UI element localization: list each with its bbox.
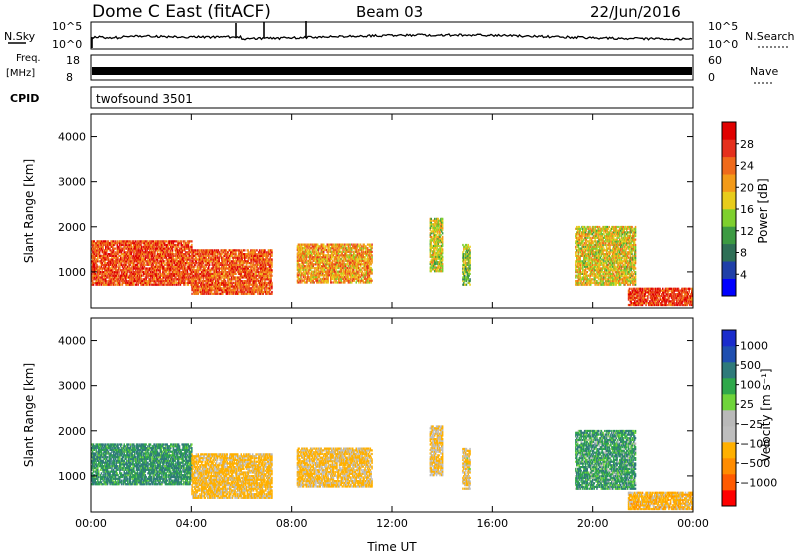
echo-cell bbox=[124, 251, 126, 253]
echo-cell bbox=[248, 249, 250, 251]
echo-cell bbox=[202, 289, 204, 291]
sky-right-top: 10^5 bbox=[708, 20, 738, 33]
freq-right-bottom: 0 bbox=[708, 71, 715, 84]
echo-cell bbox=[254, 249, 256, 251]
echo-cell bbox=[115, 284, 117, 286]
echo-cell bbox=[97, 266, 99, 268]
echo-cell bbox=[154, 251, 156, 253]
freq-left-bottom: 8 bbox=[66, 71, 73, 84]
echo-cell bbox=[141, 275, 143, 277]
echo-cell bbox=[106, 251, 108, 253]
echo-cell bbox=[168, 248, 170, 250]
echo-cell bbox=[212, 249, 214, 251]
echo-cell bbox=[115, 248, 117, 250]
echo-cell bbox=[270, 289, 272, 291]
freq-right-top: 60 bbox=[708, 54, 722, 67]
sky-left-bottom: 10^0 bbox=[52, 38, 82, 51]
echo-cell bbox=[141, 246, 143, 248]
search-right-label: N.Search bbox=[745, 30, 795, 43]
freq-label-2: [MHz] bbox=[6, 68, 35, 79]
echo-cell bbox=[235, 273, 237, 275]
station-title: Dome C East (fitACF) bbox=[92, 2, 271, 22]
echo-cell bbox=[93, 282, 95, 284]
echo-cell bbox=[181, 240, 183, 242]
nave-right-label: Nave bbox=[750, 65, 778, 78]
echo-cell bbox=[226, 249, 228, 251]
echo-cell bbox=[164, 260, 166, 262]
echo-cell bbox=[259, 249, 261, 251]
echo-cell bbox=[237, 264, 239, 266]
echo-cell bbox=[160, 278, 162, 280]
echo-cell bbox=[248, 251, 250, 253]
echo-cell bbox=[212, 289, 214, 291]
echo-cell bbox=[96, 251, 98, 253]
echo-cell bbox=[271, 258, 273, 260]
freq-left-top: 18 bbox=[66, 54, 80, 67]
echo-cell bbox=[349, 244, 351, 246]
echo-cell bbox=[271, 269, 273, 271]
echo-cell bbox=[166, 240, 168, 242]
echo-cell bbox=[264, 249, 266, 251]
echo-cell bbox=[271, 291, 273, 293]
echo-cell bbox=[313, 281, 315, 283]
echo-cell bbox=[203, 249, 205, 251]
echo-cell bbox=[191, 240, 193, 242]
power-heatmap bbox=[91, 218, 694, 306]
echo-cell bbox=[120, 284, 122, 286]
echo-cell bbox=[131, 251, 133, 253]
echo-cell bbox=[99, 251, 101, 253]
echo-cell bbox=[221, 287, 223, 289]
cpid-value: twofsound 3501 bbox=[96, 92, 193, 106]
echo-cell bbox=[256, 249, 258, 251]
echo-cell bbox=[195, 249, 197, 251]
echo-cell bbox=[218, 249, 220, 251]
echo-cell bbox=[332, 260, 334, 262]
echo-cell bbox=[117, 240, 119, 242]
frequency-trace bbox=[92, 67, 692, 75]
echo-cell bbox=[244, 249, 246, 251]
echo-cell bbox=[191, 244, 193, 246]
echo-cell bbox=[239, 249, 241, 251]
sky-left-label: N.Sky bbox=[4, 30, 36, 43]
echo-cell bbox=[253, 273, 255, 275]
echo-cell bbox=[168, 251, 170, 253]
echo-cell bbox=[305, 265, 307, 267]
echo-cell bbox=[191, 293, 193, 295]
echo-cell bbox=[323, 244, 325, 246]
echo-cell bbox=[271, 251, 273, 253]
echo-cell bbox=[106, 280, 108, 282]
echo-cell bbox=[256, 284, 258, 286]
beam-label: Beam 03 bbox=[356, 3, 423, 21]
echo-cell bbox=[266, 251, 268, 253]
sky-noise-line bbox=[92, 34, 692, 40]
sky-noise-trace bbox=[92, 21, 692, 48]
echo-cell bbox=[241, 249, 243, 251]
echo-cell bbox=[185, 282, 187, 284]
echo-cell bbox=[173, 253, 175, 255]
echo-cell bbox=[235, 251, 237, 253]
echo-cell bbox=[310, 244, 312, 246]
cpid-label: CPID bbox=[10, 92, 39, 105]
echo-cell bbox=[127, 251, 129, 253]
sky-left-top: 10^5 bbox=[52, 20, 82, 33]
echo-cell bbox=[222, 289, 224, 291]
date-label: 22/Jun/2016 bbox=[590, 3, 681, 21]
echo-cell bbox=[271, 282, 273, 284]
echo-cell bbox=[271, 275, 273, 277]
sky-right-bottom: 10^0 bbox=[708, 38, 738, 51]
freq-label-1: Freq. bbox=[16, 53, 41, 64]
echo-cell bbox=[342, 244, 344, 246]
echo-cell bbox=[325, 245, 327, 247]
echo-cell bbox=[271, 249, 273, 251]
echo-cell bbox=[331, 281, 333, 283]
echo-cell bbox=[100, 271, 102, 273]
echo-cell bbox=[238, 291, 240, 293]
echo-cell bbox=[214, 249, 216, 251]
echo-cell bbox=[230, 249, 232, 251]
